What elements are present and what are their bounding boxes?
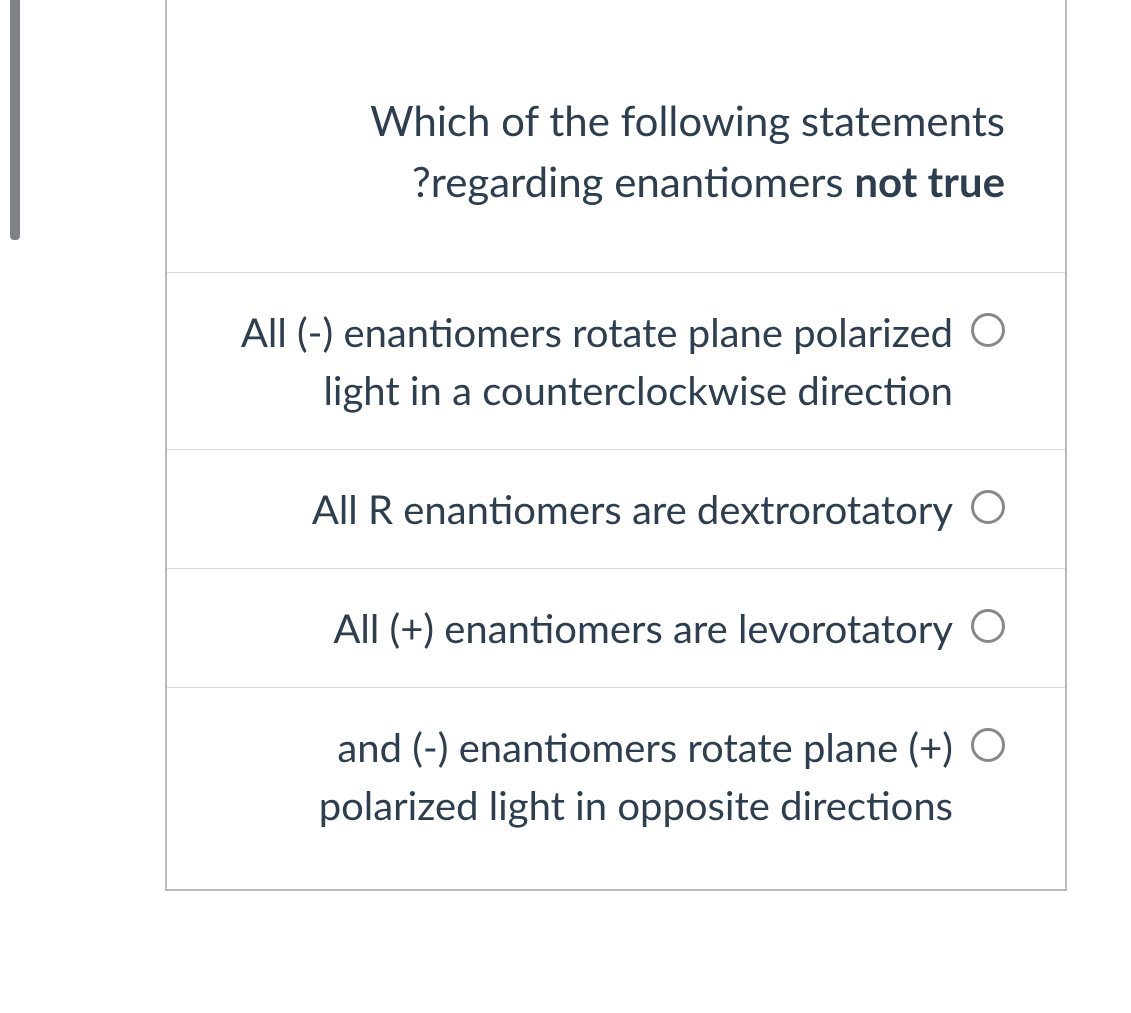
question-line-2-bold: not true [854,156,1005,206]
radio-button[interactable] [971,609,1005,643]
question-indicator-bar [10,0,20,240]
question-line-2-prefix: ?regarding enantiomers [412,156,854,206]
option-text: All R enantiomers are dextrorotatory [227,480,953,538]
radio-button[interactable] [971,313,1005,347]
question-prompt: Which of the following statements ?regar… [167,0,1065,272]
radio-button[interactable] [971,728,1005,762]
option-text: All (-) enantiomers rotate plane polariz… [227,303,953,419]
question-card: Which of the following statements ?regar… [165,0,1067,891]
option-row[interactable]: All (-) enantiomers rotate plane polariz… [167,272,1065,449]
option-row[interactable]: All R enantiomers are dextrorotatory [167,449,1065,568]
radio-button[interactable] [971,490,1005,524]
option-row[interactable]: All (+) enantiomers are levorotatory [167,568,1065,687]
option-text: All (+) enantiomers are levorotatory [227,599,953,657]
option-text: and (-) enantiomers rotate plane (+) pol… [227,718,953,834]
question-line-1: Which of the following statements [370,95,1005,145]
page-root: Which of the following statements ?regar… [0,0,1131,1013]
option-row[interactable]: and (-) enantiomers rotate plane (+) pol… [167,687,1065,889]
